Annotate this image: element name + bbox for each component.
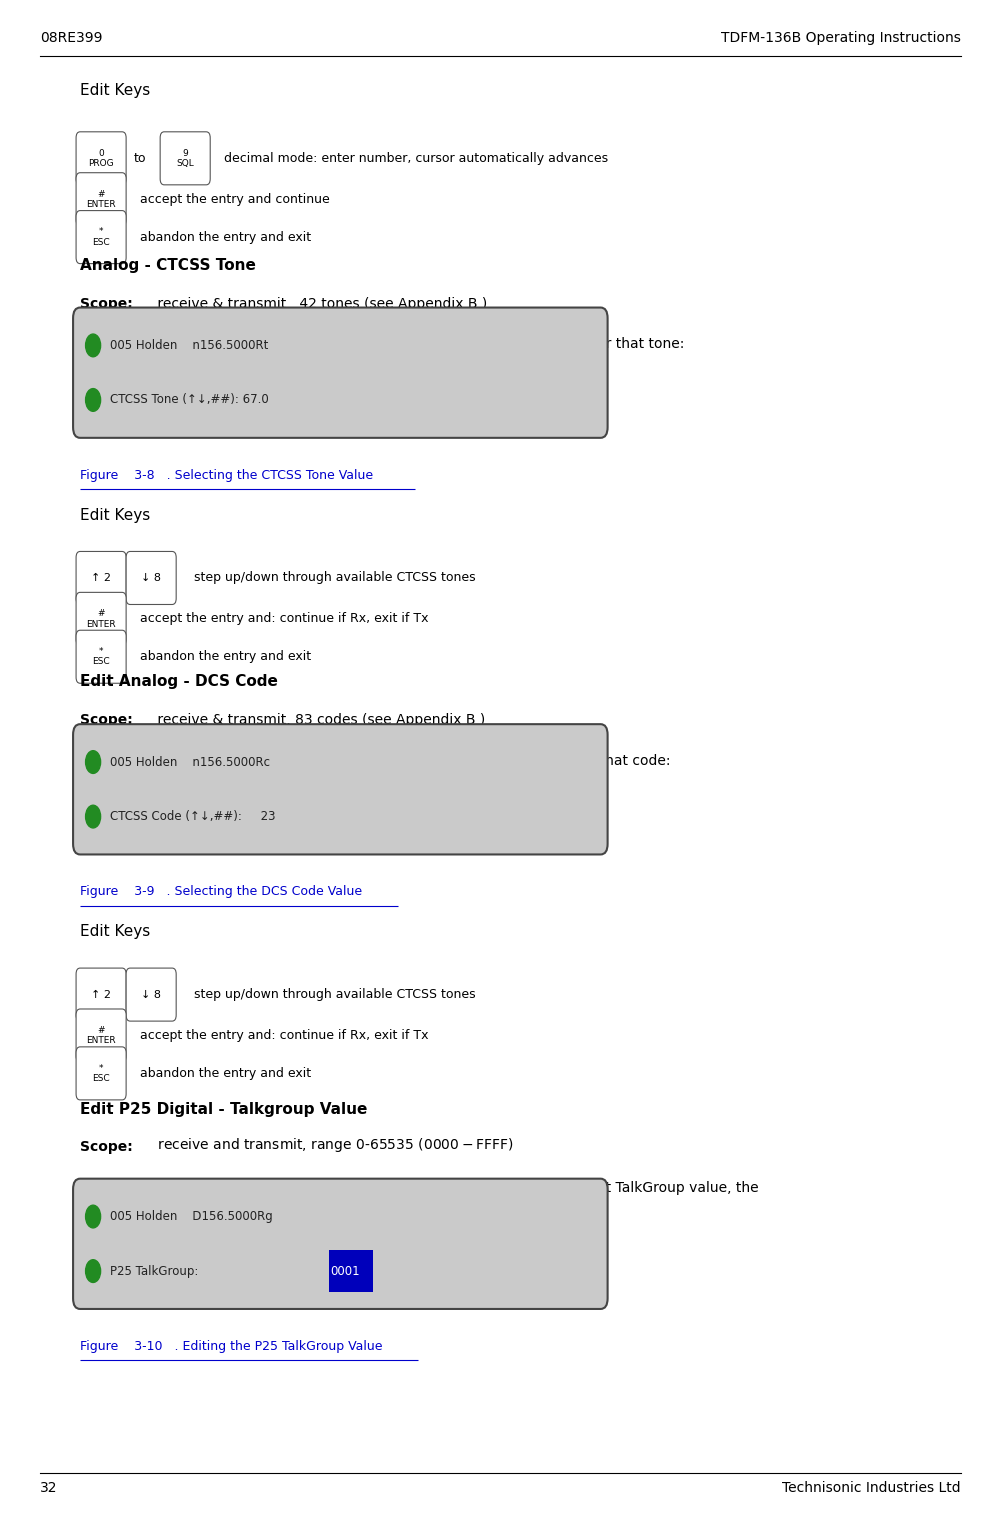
Text: Technisonic Industries Ltd: Technisonic Industries Ltd [783,1480,961,1495]
Text: Figure    3-9   . Selecting the DCS Code Value: Figure 3-9 . Selecting the DCS Code Valu… [80,885,362,898]
FancyBboxPatch shape [76,132,126,185]
Circle shape [86,806,100,827]
Text: 32: 32 [40,1480,57,1495]
Text: step up/down through available CTCSS tones: step up/down through available CTCSS ton… [194,571,475,585]
Circle shape [86,389,100,412]
Text: If CTCSS Tones  are chosen, the prompt line will display the current value for t: If CTCSS Tones are chosen, the prompt li… [80,338,685,351]
FancyBboxPatch shape [328,1250,372,1292]
FancyBboxPatch shape [76,1009,126,1062]
Text: ↓ 8: ↓ 8 [141,573,161,583]
Text: 005 Holden    n156.5000Rc: 005 Holden n156.5000Rc [110,756,270,768]
Text: ↑ 2: ↑ 2 [91,573,111,583]
Text: Scope:: Scope: [80,714,133,727]
Text: 9
SQL: 9 SQL [176,148,194,168]
Text: Edit Keys: Edit Keys [80,924,150,939]
Text: *
ESC: * ESC [92,1064,110,1083]
Text: Edit Analog - DCS Code: Edit Analog - DCS Code [80,674,278,689]
FancyBboxPatch shape [76,630,126,683]
Text: step up/down through available CTCSS tones: step up/down through available CTCSS ton… [194,988,475,1001]
Text: If the P25 TalkGroup was chosen the, the prompt line will display the current Ta: If the P25 TalkGroup was chosen the, the… [80,1182,759,1195]
Text: cursor will be on the first digit:: cursor will be on the first digit: [80,1209,293,1223]
Circle shape [86,751,100,773]
FancyBboxPatch shape [73,308,608,438]
Text: accept the entry and: continue if Rx, exit if Tx: accept the entry and: continue if Rx, ex… [140,1029,428,1042]
Text: ↓ 8: ↓ 8 [141,989,161,1000]
Text: receive and transmit, range 0-65535 ($0000-$FFFF): receive and transmit, range 0-65535 ($00… [153,1136,514,1154]
Text: If DCS Codes are chosen, the prompt line will display the current value for that: If DCS Codes are chosen, the prompt line… [80,754,671,768]
Text: Figure    3-10   . Editing the P25 TalkGroup Value: Figure 3-10 . Editing the P25 TalkGroup … [80,1339,382,1353]
Text: Analog - CTCSS Tone: Analog - CTCSS Tone [80,258,256,273]
Text: decimal mode: enter number, cursor automatically advances: decimal mode: enter number, cursor autom… [224,152,609,165]
Text: *
ESC: * ESC [92,647,110,667]
Text: ↑ 2: ↑ 2 [91,989,111,1000]
Text: TDFM-136B Operating Instructions: TDFM-136B Operating Instructions [721,30,961,45]
Text: Scope:: Scope: [80,1141,133,1154]
FancyBboxPatch shape [126,551,176,604]
FancyBboxPatch shape [126,968,176,1021]
FancyBboxPatch shape [76,551,126,604]
Text: 0001: 0001 [329,1265,359,1277]
Text: 005 Holden    n156.5000Rt: 005 Holden n156.5000Rt [110,339,268,351]
Text: abandon the entry and exit: abandon the entry and exit [140,230,311,244]
FancyBboxPatch shape [76,173,126,226]
Text: *
ESC: * ESC [92,227,110,247]
Circle shape [86,335,100,358]
Text: CTCSS Tone (↑↓,##): 67.0: CTCSS Tone (↑↓,##): 67.0 [110,394,269,406]
Text: Figure    3-8   . Selecting the CTCSS Tone Value: Figure 3-8 . Selecting the CTCSS Tone Va… [80,468,373,482]
FancyBboxPatch shape [76,592,126,645]
Text: Scope:: Scope: [80,297,133,311]
Text: 0
PROG: 0 PROG [88,148,114,168]
Text: CTCSS Code (↑↓,##):     23: CTCSS Code (↑↓,##): 23 [110,811,275,823]
Text: 08RE399: 08RE399 [40,30,102,45]
Text: P25 TalkGroup:: P25 TalkGroup: [110,1265,225,1277]
Text: Edit Keys: Edit Keys [80,508,150,523]
Text: receive & transmit, 83 codes (see Appendix B ): receive & transmit, 83 codes (see Append… [153,714,485,727]
Text: accept the entry and: continue if Rx, exit if Tx: accept the entry and: continue if Rx, ex… [140,612,428,626]
Text: abandon the entry and exit: abandon the entry and exit [140,1067,311,1080]
Text: #
ENTER: # ENTER [86,609,116,629]
FancyBboxPatch shape [160,132,210,185]
FancyBboxPatch shape [73,724,608,854]
Text: Edit Keys: Edit Keys [80,83,150,98]
Text: abandon the entry and exit: abandon the entry and exit [140,650,311,664]
Text: accept the entry and continue: accept the entry and continue [140,192,330,206]
FancyBboxPatch shape [76,211,126,264]
Text: to: to [134,152,146,165]
FancyBboxPatch shape [73,1179,608,1309]
Text: 005 Holden    D156.5000Rg: 005 Holden D156.5000Rg [110,1210,273,1223]
Text: receive & transmit,  42 tones (see Appendix B ): receive & transmit, 42 tones (see Append… [153,297,487,311]
Circle shape [86,1260,100,1282]
FancyBboxPatch shape [76,968,126,1021]
Text: #
ENTER: # ENTER [86,1026,116,1045]
Circle shape [86,1206,100,1227]
Text: #
ENTER: # ENTER [86,189,116,209]
Text: Edit P25 Digital - Talkgroup Value: Edit P25 Digital - Talkgroup Value [80,1101,367,1117]
FancyBboxPatch shape [76,1047,126,1100]
